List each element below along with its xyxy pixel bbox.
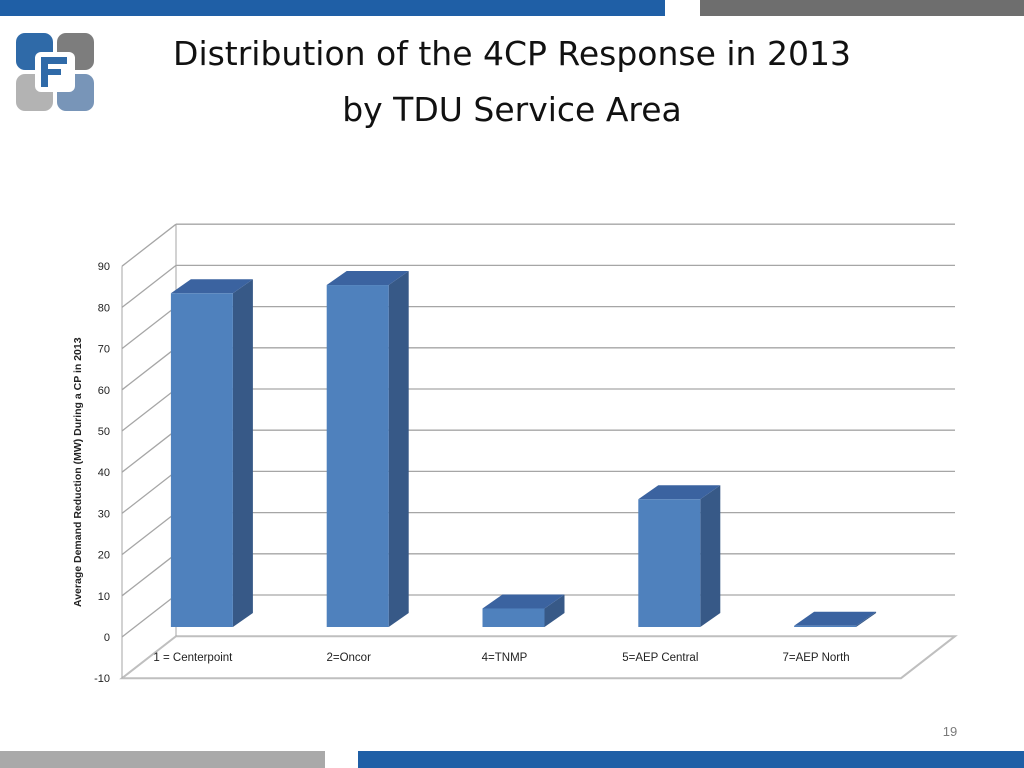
bar-side <box>388 271 409 627</box>
y-tick-label: 0 <box>104 632 110 644</box>
top-accent-bar-gray <box>700 0 1024 16</box>
gridline-diagonal <box>121 347 177 391</box>
y-tick-label: -10 <box>94 673 110 685</box>
top-accent-bar-blue <box>0 0 665 16</box>
bar-top <box>638 485 721 500</box>
gridline-diagonal <box>121 264 177 308</box>
x-tick-label: 1 = Centerpoint <box>153 652 233 664</box>
gridline-diagonal <box>121 553 177 597</box>
y-tick-label: 10 <box>98 591 110 603</box>
bar-side <box>700 485 721 627</box>
gridline-diagonal <box>121 470 177 514</box>
bar-side <box>544 594 565 627</box>
bar-side <box>856 611 877 627</box>
bar-top <box>482 594 565 609</box>
page-number: 19 <box>942 724 958 739</box>
y-tick-label: 70 <box>98 344 110 356</box>
x-tick-label: 2=Oncor <box>326 652 371 664</box>
y-tick-label: 20 <box>98 550 110 562</box>
slide-title-line-2: by TDU Service Area <box>342 90 682 129</box>
bar-side <box>232 279 253 627</box>
bar <box>638 499 701 627</box>
gridline-diagonal <box>121 594 177 638</box>
bottom-accent-bar-gray <box>0 751 325 768</box>
chart-floor <box>119 635 958 680</box>
bar-top <box>170 279 253 294</box>
bar <box>170 293 233 627</box>
y-tick-label: 30 <box>98 508 110 520</box>
company-logo <box>16 33 94 111</box>
gridline-diagonal <box>121 512 177 556</box>
bottom-accent-bar-blue <box>358 751 1024 768</box>
bar <box>482 608 545 627</box>
slide-title: Distribution of the 4CP Response in 2013… <box>100 26 924 138</box>
gridline-diagonal <box>121 388 177 432</box>
bar <box>326 285 389 627</box>
y-tick-label: 80 <box>98 302 110 314</box>
x-tick-label: 7=AEP North <box>782 652 849 664</box>
gridline-diagonal <box>121 429 177 473</box>
bar-top <box>794 611 877 626</box>
x-tick-label: 4=TNMP <box>482 652 528 664</box>
y-axis-title: Average Demand Reduction (MW) During a C… <box>72 337 84 607</box>
y-tick-label: 60 <box>98 385 110 397</box>
x-tick-label: 5=AEP Central <box>622 652 698 664</box>
bar <box>794 625 857 627</box>
slide-title-line-1: Distribution of the 4CP Response in 2013 <box>173 34 851 73</box>
y-tick-label: 90 <box>98 261 110 273</box>
y-tick-label: 40 <box>98 467 110 479</box>
y-tick-label: 50 <box>98 426 110 438</box>
bar-top <box>326 271 409 286</box>
gridline-diagonal <box>121 306 177 350</box>
gridline-diagonal <box>121 223 177 267</box>
